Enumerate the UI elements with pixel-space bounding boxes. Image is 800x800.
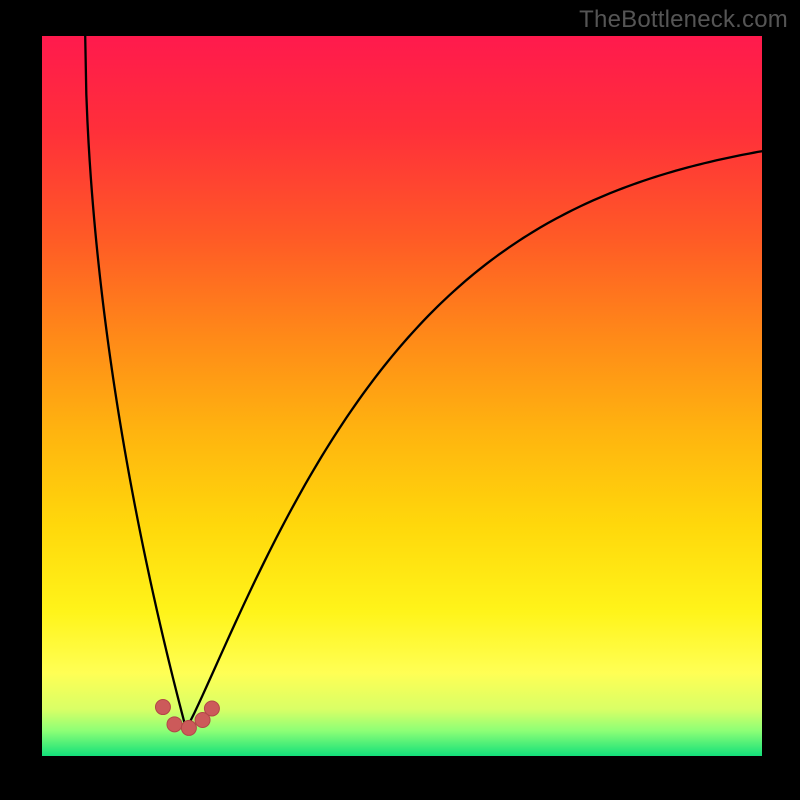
gradient-plot-area	[42, 36, 762, 756]
optimum-marker	[181, 720, 196, 735]
optimum-marker	[155, 700, 170, 715]
optimum-marker	[167, 717, 182, 732]
chart-svg	[0, 0, 800, 800]
watermark-text: TheBottleneck.com	[579, 6, 788, 34]
optimum-marker	[204, 701, 219, 716]
chart-canvas: TheBottleneck.com	[0, 0, 800, 800]
